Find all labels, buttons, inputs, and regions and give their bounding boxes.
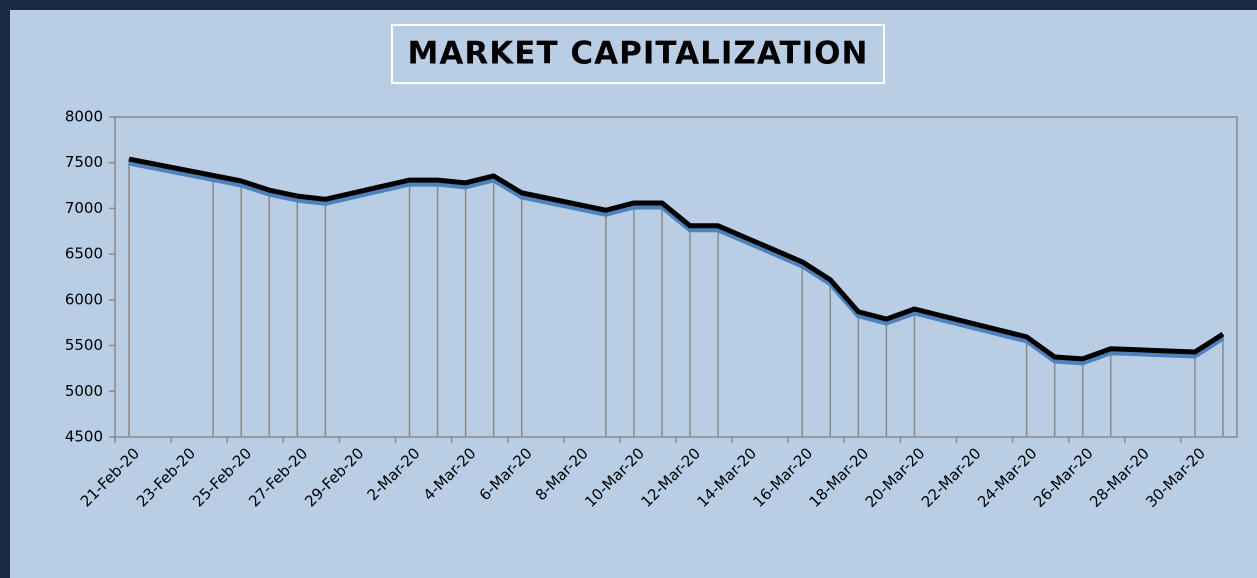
- line-shadow: [128, 160, 1225, 366]
- y-tick-label: 4500: [65, 428, 103, 446]
- title-box: [391, 24, 885, 84]
- y-tick-label: 6500: [65, 245, 103, 263]
- y-tick-label: 5000: [65, 382, 103, 400]
- y-tick-label: 7000: [65, 199, 103, 217]
- y-tick-label: 5500: [65, 336, 103, 354]
- line: [128, 156, 1225, 362]
- y-tick-label: 6000: [65, 290, 103, 308]
- y-tick-label: 7500: [65, 153, 103, 171]
- y-tick-label: 8000: [65, 108, 103, 126]
- chart-title: MARKET CAPITALIZATION: [408, 36, 869, 72]
